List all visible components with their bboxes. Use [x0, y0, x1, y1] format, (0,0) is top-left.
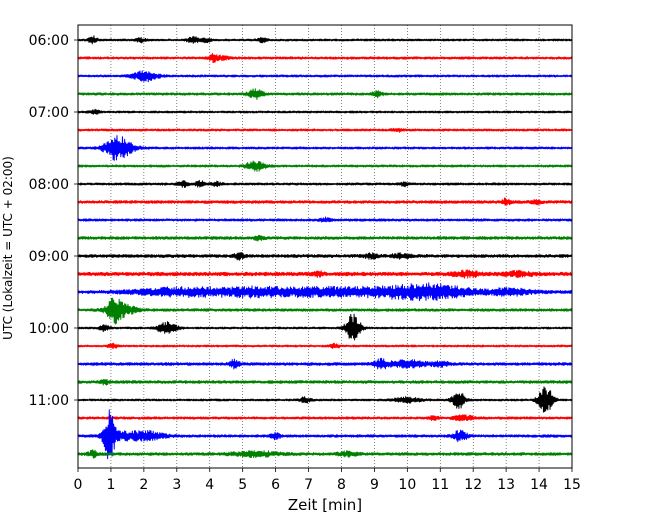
seismogram-trace-1030	[77, 357, 573, 370]
x-tick-label: 0	[74, 477, 83, 493]
seismogram-trace-0800	[77, 179, 573, 188]
x-axis-label: Zeit [min]	[288, 496, 362, 514]
seismogram-trace-1000	[77, 313, 573, 341]
y-axis-ticks: 06:00 07:00 08:00 09:00 10:00 11:00	[29, 33, 78, 409]
x-tick-label: 11	[431, 477, 449, 493]
seismogram-traces	[77, 35, 573, 460]
y-axis-label: UTC (Lokalzeit = UTC + 02:00)	[1, 156, 15, 340]
x-tick-label: 7	[304, 477, 313, 493]
y-tick-label: 07:00	[29, 105, 69, 121]
seismogram-trace-0715	[77, 127, 573, 133]
seismogram-trace-0615	[77, 52, 573, 64]
seismogram-trace-0600	[77, 35, 573, 45]
x-tick-label: 10	[398, 477, 416, 493]
x-tick-label: 14	[530, 477, 548, 493]
x-tick-label: 3	[172, 477, 181, 493]
seismogram-trace-0630	[77, 70, 573, 83]
x-axis-ticks: 0 1 2 3 4 5 6 7 8 9 10 11 12 13 14 15	[74, 468, 581, 493]
x-tick-label: 4	[205, 477, 214, 493]
seismogram-trace-1045	[77, 378, 573, 386]
seismogram-trace-0730	[77, 135, 573, 161]
seismogram-trace-0915	[77, 269, 573, 279]
seismogram-trace-0845	[77, 234, 573, 242]
x-tick-label: 5	[238, 477, 247, 493]
y-tick-label: 09:00	[29, 249, 69, 265]
seismogram-trace-1015	[77, 342, 573, 350]
seismogram-trace-0930	[77, 282, 573, 302]
x-tick-label: 8	[337, 477, 346, 493]
x-tick-label: 9	[370, 477, 379, 493]
y-tick-label: 08:00	[29, 177, 69, 193]
seismogram-trace-1130	[77, 409, 573, 460]
seismogram-trace-1115	[77, 414, 573, 422]
seismogram-trace-1100	[77, 386, 573, 413]
x-tick-label: 15	[563, 477, 581, 493]
y-tick-label: 06:00	[29, 33, 69, 49]
y-tick-label: 11:00	[29, 393, 69, 409]
seismogram-trace-0900	[77, 252, 573, 261]
plot-frame	[77, 24, 573, 469]
seismogram-trace-0830	[77, 216, 573, 223]
x-tick-label: 2	[139, 477, 148, 493]
seismogram-trace-0645	[77, 88, 573, 100]
seismogram-trace-0700	[77, 108, 573, 115]
vertical-gridlines	[110, 25, 540, 468]
y-tick-label: 10:00	[29, 321, 69, 337]
seismogram-trace-0745	[77, 160, 573, 172]
seismogram-trace-0815	[77, 197, 573, 206]
x-tick-label: 6	[271, 477, 280, 493]
x-tick-label: 1	[106, 477, 115, 493]
x-tick-label: 13	[497, 477, 515, 493]
seismogram-trace-1145	[77, 449, 573, 459]
seismogram-trace-0945	[77, 297, 573, 325]
x-tick-label: 12	[464, 477, 482, 493]
